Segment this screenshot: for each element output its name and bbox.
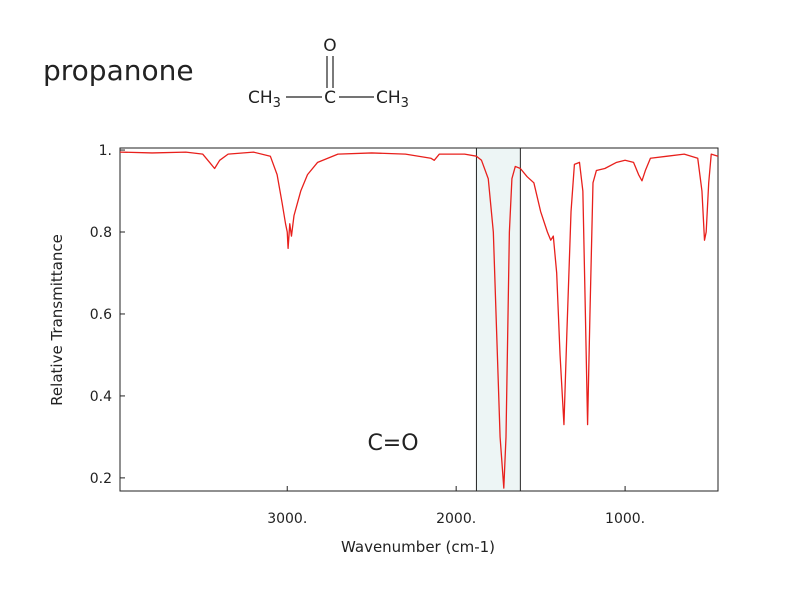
molecule: O C CH3 CH3 <box>248 36 409 111</box>
spectrum-line <box>119 151 719 489</box>
atom-label: CH3 <box>376 88 409 111</box>
annotation: C=O <box>367 431 418 456</box>
x-tick-label: 2000. <box>436 511 476 527</box>
y-tick-label: 0.2 <box>90 471 112 487</box>
atom-subscript: 3 <box>401 96 409 111</box>
chart-title: propanone <box>43 54 194 87</box>
y-tick-label: 0.4 <box>90 389 112 405</box>
x-tick-label: 1000. <box>605 511 645 527</box>
atom-label: O <box>323 36 336 56</box>
atom-label: C <box>324 88 336 108</box>
y-axis-title: Relative Transmittance <box>48 234 66 406</box>
y-tick-label: 0.8 <box>90 225 112 241</box>
highlight-region <box>475 147 521 492</box>
x-tick-label: 3000. <box>267 511 307 527</box>
atom-base: CH <box>376 88 401 108</box>
y-tick-label: 1. <box>99 143 112 159</box>
y-tick-label: 0.6 <box>90 307 112 323</box>
atom-subscript: 3 <box>273 96 281 111</box>
plot-frame <box>119 147 719 492</box>
atom-base: CH <box>248 88 273 108</box>
x-axis-title: Wavenumber (cm-1) <box>341 538 495 556</box>
atom-label: CH3 <box>248 88 281 111</box>
